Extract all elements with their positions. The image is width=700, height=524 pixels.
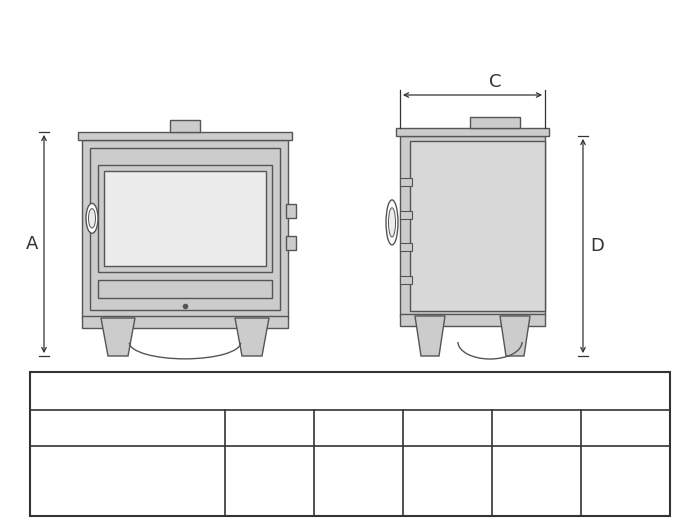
Text: 497: 497	[344, 474, 373, 488]
Bar	[104, 171, 266, 266]
Text: 444: 444	[522, 474, 551, 488]
Bar	[170, 120, 200, 132]
Text: E: E	[621, 420, 630, 435]
Text: D: D	[590, 237, 604, 255]
Bar	[82, 316, 288, 328]
Bar	[286, 236, 296, 250]
Bar	[400, 276, 412, 283]
Bar	[286, 204, 296, 219]
Text: C: C	[489, 73, 501, 91]
Text: 433: 433	[611, 474, 640, 488]
Bar	[470, 117, 520, 128]
Polygon shape	[415, 316, 445, 356]
Bar	[98, 165, 272, 272]
Polygon shape	[235, 318, 269, 356]
Ellipse shape	[389, 208, 396, 237]
Text: A: A	[26, 235, 38, 253]
Text: E: E	[484, 382, 496, 400]
Text: B: B	[354, 420, 364, 435]
Text: DIMESIONS (mm): DIMESIONS (mm)	[284, 384, 416, 398]
Bar	[98, 280, 272, 298]
Bar	[400, 314, 545, 326]
Text: C: C	[442, 420, 453, 435]
Bar	[30, 372, 670, 516]
Bar	[78, 132, 292, 140]
Polygon shape	[101, 318, 135, 356]
Text: 597: 597	[255, 474, 284, 488]
Bar	[396, 128, 549, 136]
Ellipse shape	[86, 203, 98, 233]
Bar	[400, 136, 545, 316]
Ellipse shape	[88, 209, 95, 228]
Text: 151: 151	[433, 474, 462, 488]
Polygon shape	[500, 316, 530, 356]
Bar	[410, 141, 545, 311]
Bar	[90, 148, 280, 310]
Text: B: B	[179, 382, 191, 400]
Bar	[400, 211, 412, 219]
Text: D: D	[531, 420, 542, 435]
Text: A: A	[265, 420, 274, 435]
Bar	[400, 243, 412, 251]
Ellipse shape	[386, 200, 398, 245]
Bar	[400, 178, 412, 187]
Text: Salisbury: Salisbury	[92, 474, 162, 488]
Bar	[82, 140, 288, 318]
